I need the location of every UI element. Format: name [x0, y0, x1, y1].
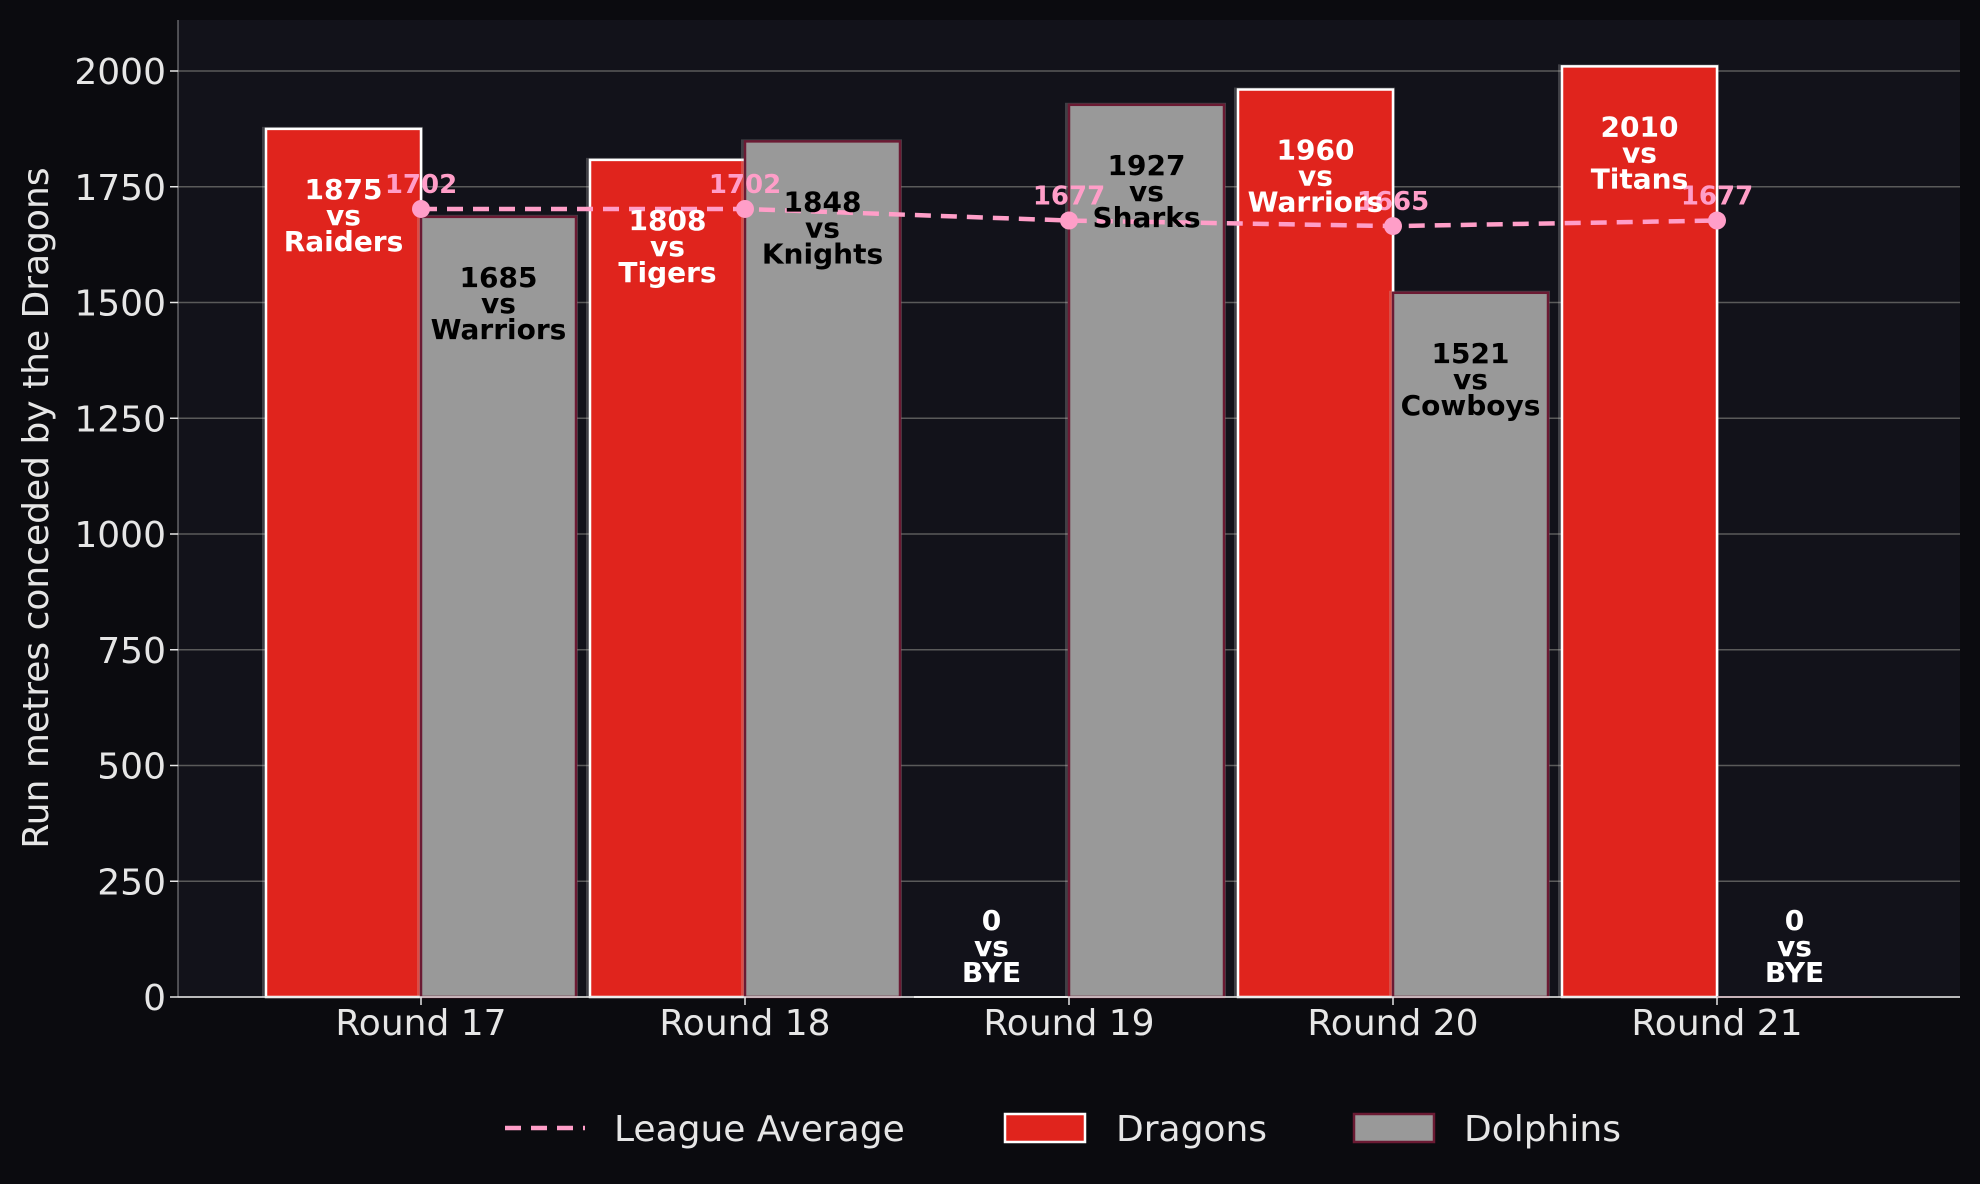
bar-label-line: Titans	[1591, 162, 1689, 195]
bar-label-dragons-2: 0 vs BYE	[962, 904, 1021, 989]
x-tick-label: Round 17	[335, 1003, 506, 1044]
axes-layer: 0 250 500 750 1000 1250 1500 1750 2000 Round 17 Ro…	[74, 20, 1960, 1044]
legend-swatch-dragons	[1003, 1112, 1087, 1144]
x-tick-label: Round 20	[1307, 1003, 1478, 1044]
bar-dolphins-0	[419, 215, 578, 999]
bar-label-line: vs	[974, 930, 1009, 963]
bar-label-line: vs	[1129, 175, 1164, 208]
bar-label-dolphins-2: 1927 vs Sharks	[1092, 149, 1200, 234]
bar-label-line: Knights	[762, 237, 883, 270]
bar-dolphins-2	[1067, 103, 1226, 999]
legend-label-dolphins: Dolphins	[1464, 1109, 1621, 1150]
bar-label-line: vs	[481, 287, 516, 320]
bar-label-line: Warriors	[431, 313, 567, 346]
bar-dragons-0	[264, 127, 423, 999]
y-tick-label: 1250	[74, 399, 166, 440]
bar-label-line: vs	[650, 230, 685, 263]
y-tick-label: 2000	[74, 52, 166, 93]
bar-label-dolphins-4: 0 vs BYE	[1765, 904, 1824, 989]
bar-label-dolphins-3: 1521 vs Cowboys	[1401, 337, 1541, 422]
bar-label-line: vs	[1777, 930, 1812, 963]
y-tick-label: 750	[97, 631, 166, 672]
bar-label-line: vs	[1298, 160, 1333, 193]
league-average-label: 1665	[1357, 187, 1429, 217]
bar-label-dragons-4: 2010 vs Titans	[1591, 110, 1689, 195]
league-average-point	[412, 199, 430, 218]
bar-label-line: BYE	[1765, 956, 1824, 989]
bar-label-line: 1685	[460, 261, 538, 294]
bar-label-dolphins-0: 1685 vs Warriors	[431, 261, 567, 346]
bar-label-line: 1808	[629, 204, 707, 237]
legend: League Average Dragons Dolphins	[505, 1109, 1621, 1150]
y-tick-label: 1000	[74, 515, 166, 556]
y-tick-label: 250	[97, 862, 166, 903]
bar-label-line: Sharks	[1092, 201, 1200, 234]
bar-label-line: vs	[805, 211, 840, 244]
league-average-label: 1677	[1033, 182, 1105, 212]
line-layer: 1702 1702 1677 1665 1677	[385, 170, 1753, 236]
bar-label-line: Tigers	[618, 256, 716, 289]
bar-label-dolphins-1: 1848 vs Knights	[762, 185, 883, 270]
x-tick-label: Round 18	[659, 1003, 830, 1044]
bar-label-line: 2010	[1601, 110, 1679, 143]
bar-label-line: vs	[1622, 136, 1657, 169]
bar-label-dragons-3: 1960 vs Warriors	[1248, 134, 1384, 219]
league-average-point	[1384, 217, 1402, 236]
x-tick-label: Round 19	[983, 1003, 1154, 1044]
bar-label-dragons-0: 1875 vs Raiders	[284, 173, 404, 258]
legend-label-league-average: League Average	[614, 1109, 905, 1150]
bar-label-line: vs	[1453, 363, 1488, 396]
y-tick-label: 1500	[74, 284, 166, 325]
x-tick-label: Round 21	[1631, 1003, 1802, 1044]
bar-label-dragons-1: 1808 vs Tigers	[618, 204, 716, 289]
bar-label-line: 1927	[1108, 149, 1186, 182]
bar-dolphins-1	[743, 140, 902, 999]
league-average-label: 1702	[709, 170, 781, 200]
league-average-line	[421, 206, 1718, 229]
bar-label-line: 1848	[784, 185, 862, 218]
bar-label-line: Cowboys	[1401, 389, 1541, 422]
bar-label-line: 0	[982, 904, 1001, 937]
legend-swatch-dolphins	[1352, 1112, 1436, 1144]
league-average-point	[736, 199, 754, 218]
league-average-point	[1060, 211, 1078, 230]
y-tick-label: 1750	[74, 168, 166, 209]
bar-label-line: vs	[326, 199, 361, 232]
bar-label-line: Warriors	[1248, 186, 1384, 219]
y-axis-label: Run metres conceded by the Dragons	[16, 167, 57, 848]
league-average-label: 1677	[1681, 182, 1753, 212]
bars-layer	[262, 64, 1872, 999]
bar-label-line: Raiders	[284, 225, 404, 258]
bar-label-line: 0	[1785, 904, 1804, 937]
league-average-label: 1702	[385, 170, 457, 200]
bar-label-line: 1875	[305, 173, 383, 206]
bar-label-line: BYE	[962, 956, 1021, 989]
bar-label-line: 1960	[1277, 134, 1355, 167]
bar-dragons-4	[1560, 65, 1719, 999]
legend-label-dragons: Dragons	[1116, 1109, 1267, 1150]
league-average-point	[1708, 211, 1726, 230]
y-tick-label: 500	[97, 747, 166, 788]
bar-label-line: 1521	[1432, 337, 1510, 370]
y-tick-label: 0	[143, 978, 166, 1019]
